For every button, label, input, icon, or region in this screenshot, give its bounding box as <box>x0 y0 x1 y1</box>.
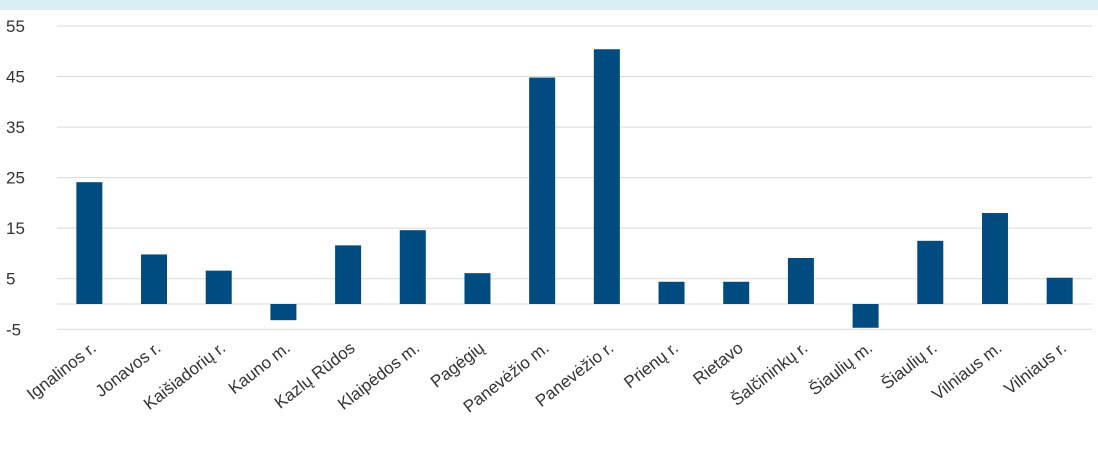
bars <box>76 49 1073 328</box>
y-tick-label: 5 <box>6 270 15 289</box>
bar <box>852 304 879 328</box>
bar <box>593 49 620 304</box>
bar <box>1046 277 1073 304</box>
x-tick-label: Vilniaus r. <box>1001 338 1071 398</box>
x-tick-label: Ignalinos r. <box>23 338 99 404</box>
bar <box>723 281 750 304</box>
y-tick-label: -5 <box>6 320 21 339</box>
bar <box>141 254 168 304</box>
y-tick-label: 45 <box>6 68 25 87</box>
bar <box>76 182 103 304</box>
x-tick-label: Prienų r. <box>620 338 682 392</box>
bar <box>270 304 297 321</box>
header-band <box>0 0 1098 10</box>
bar <box>917 240 944 304</box>
bar <box>529 77 556 304</box>
bar <box>981 213 1008 304</box>
y-axis-ticks: 55 45 35 25 15 5 -5 <box>6 17 25 339</box>
bar <box>335 245 362 304</box>
x-tick-label: Šiaulių r. <box>878 338 941 393</box>
x-axis-labels: Ignalinos r.Jonavos r.Kaišiadorių r.Kaun… <box>23 338 1070 416</box>
x-tick-label: Pagėgių <box>427 338 488 391</box>
y-tick-label: 15 <box>6 219 25 238</box>
y-tick-label: 55 <box>6 17 25 36</box>
y-tick-label: 35 <box>6 118 25 137</box>
bar <box>464 273 491 304</box>
bar <box>787 258 814 304</box>
bar <box>399 230 426 304</box>
bar <box>205 270 232 304</box>
x-tick-label: Rietavo <box>690 338 747 388</box>
x-tick-label: Vilniaus m. <box>928 338 1005 404</box>
x-tick-label: Šiaulių m. <box>806 338 877 399</box>
bar <box>658 281 685 304</box>
y-tick-label: 25 <box>6 169 25 188</box>
